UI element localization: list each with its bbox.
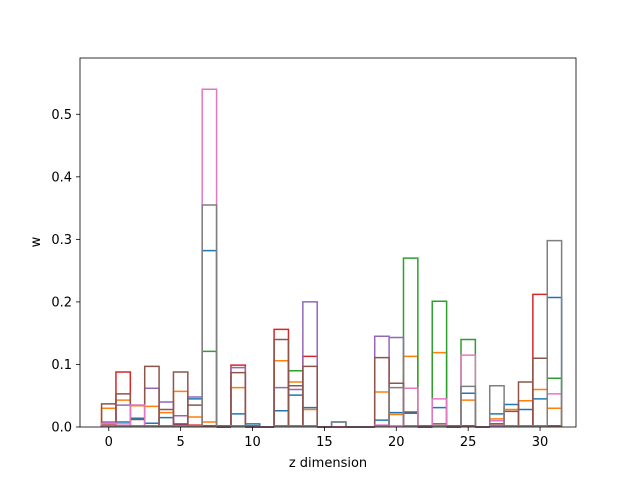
y-tick-label: 0.5	[51, 108, 72, 123]
y-tick-label: 0.1	[51, 358, 72, 373]
plot-area	[79, 57, 577, 428]
y-tick-label: 0.3	[51, 233, 72, 248]
x-tick-label: 20	[388, 435, 405, 450]
y-tick-label: 0.2	[51, 295, 72, 310]
x-tick-label: 5	[176, 435, 184, 450]
y-tick-label: 0.0	[51, 421, 72, 436]
x-tick-label: 0	[105, 435, 113, 450]
x-tick-label: 10	[244, 435, 261, 450]
plot-background	[80, 58, 576, 427]
x-tick-label: 30	[532, 435, 549, 450]
y-tick-label: 0.4	[51, 170, 72, 185]
x-tick-label: 25	[460, 435, 477, 450]
x-tick-label: 15	[316, 435, 333, 450]
y-axis: 0.0 0.1 0.2 0.3 0.4 0.5	[51, 108, 80, 436]
x-axis-label: z dimension	[289, 456, 367, 471]
plot-frame	[79, 57, 577, 428]
x-axis: 0 5 10 15 20 25 30	[105, 427, 549, 450]
y-axis-label: w	[29, 236, 44, 247]
